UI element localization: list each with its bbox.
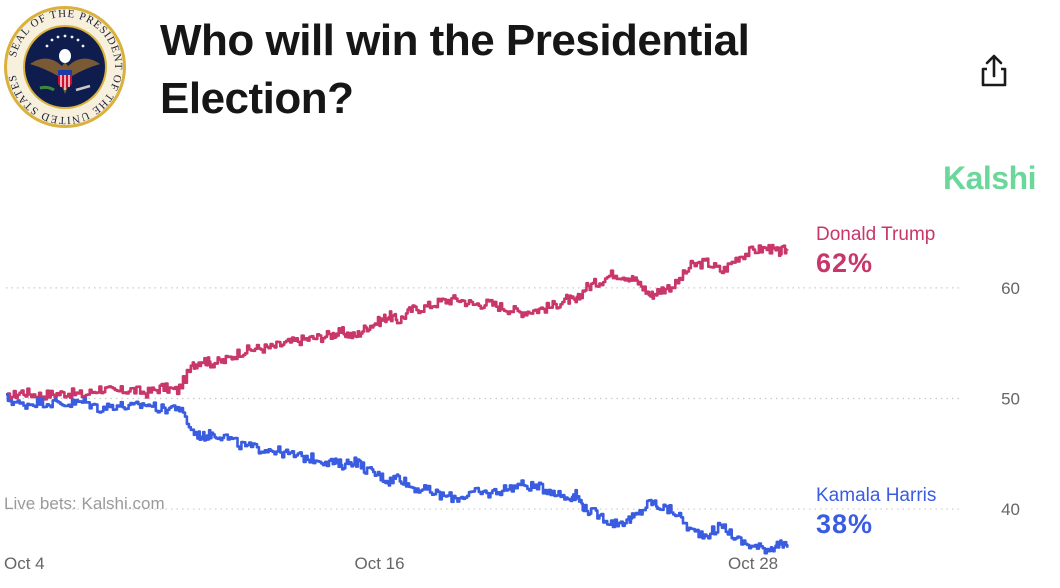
series-label-donald-trump: Donald Trump	[816, 224, 935, 245]
y-tick-label-50: 50	[1001, 389, 1020, 408]
series-label-kamala-harris: Kamala Harris	[816, 485, 936, 506]
source-note: Live bets: Kalshi.com	[4, 494, 165, 513]
presidential-seal-logo: SEAL OF THE PRESIDENT OF THE UNITED STAT…	[4, 6, 126, 128]
y-tick-label-60: 60	[1001, 279, 1020, 298]
series-line-kamala-harris	[6, 393, 789, 555]
x-tick-label-oct-16: Oct 16	[354, 554, 404, 573]
share-icon[interactable]	[976, 52, 1012, 90]
x-tick-label-oct-4: Oct 4	[4, 554, 45, 573]
x-tick-label-oct-28: Oct 28	[728, 554, 778, 573]
series-value-donald-trump: 62%	[816, 248, 873, 278]
page-title: Who will win the Presidential Election?	[160, 16, 750, 123]
series-value-kamala-harris: 38%	[816, 509, 873, 539]
series-line-donald-trump	[6, 243, 789, 403]
kalshi-brand-logo: Kalshi	[942, 160, 1037, 196]
y-tick-label-40: 40	[1001, 500, 1020, 519]
